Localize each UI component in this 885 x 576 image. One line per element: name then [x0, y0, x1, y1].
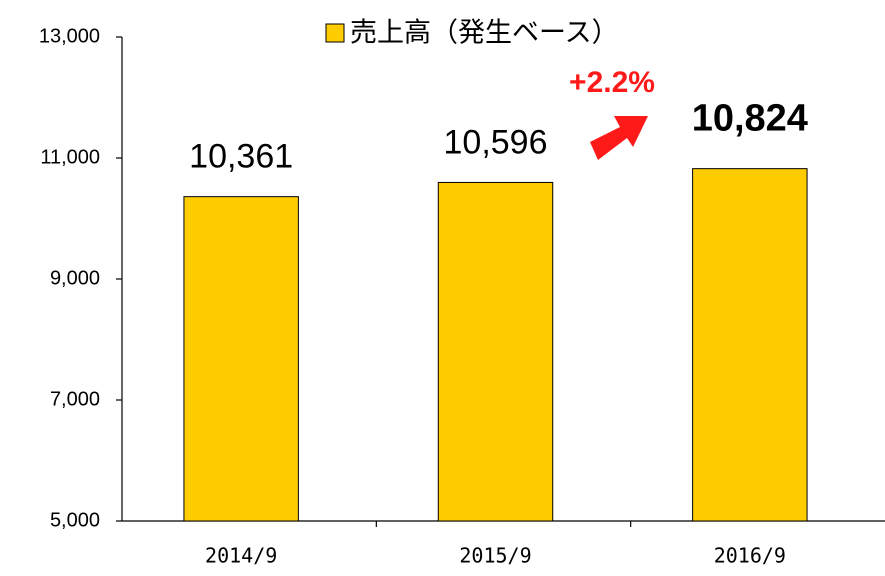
x-tick-label: 2016/9	[714, 544, 786, 568]
y-tick-label: 13,000	[39, 25, 100, 47]
annotation: +2.2%	[569, 66, 655, 99]
value-label: 10,824	[692, 98, 808, 140]
value-label: 10,596	[444, 123, 548, 161]
legend-label: 売上高（発生ベース）	[350, 18, 619, 49]
x-tick-label: 2014/9	[205, 544, 277, 568]
bar	[692, 168, 808, 522]
x-tick-label: 2015/9	[459, 544, 531, 568]
bar	[183, 196, 299, 522]
value-label: 10,361	[189, 138, 293, 176]
legend-swatch	[325, 23, 345, 43]
bar	[437, 181, 554, 522]
y-tick-label: 5,000	[50, 509, 100, 531]
arrow	[590, 116, 648, 160]
y-tick-label: 9,000	[50, 267, 100, 289]
y-tick-label: 7,000	[50, 388, 100, 410]
y-tick-label: 11,000	[40, 146, 100, 168]
